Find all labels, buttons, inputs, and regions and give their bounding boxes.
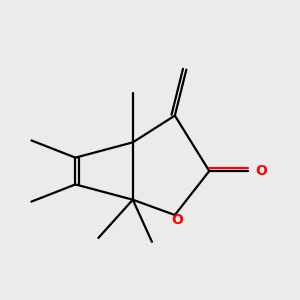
Text: O: O — [172, 213, 184, 226]
Text: O: O — [255, 164, 267, 178]
